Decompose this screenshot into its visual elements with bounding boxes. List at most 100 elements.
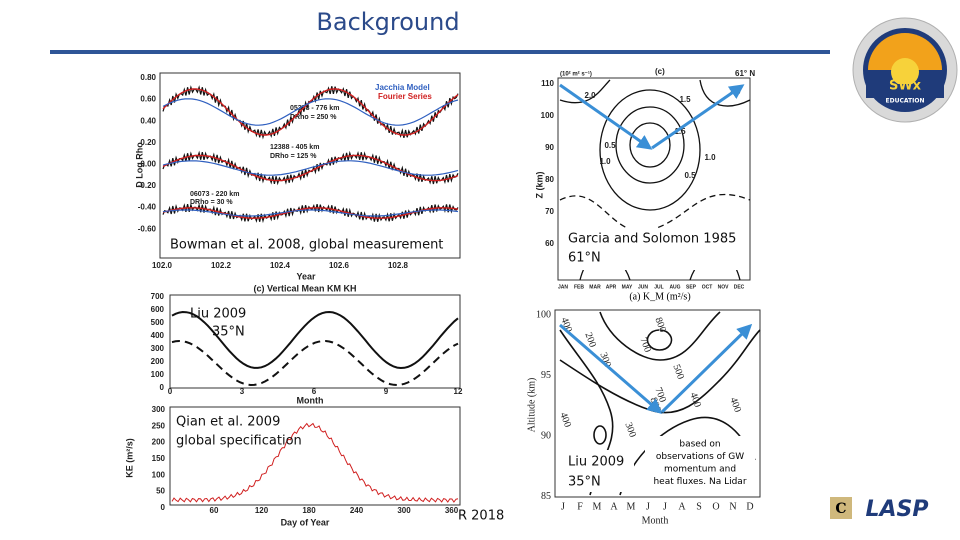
panel-label: (c) xyxy=(655,67,665,76)
x-tick-label: 12 xyxy=(454,387,463,396)
y-tick-label: 150 xyxy=(152,454,166,463)
y-tick-label: 110 xyxy=(541,79,554,88)
contour-label: 400 xyxy=(687,391,702,409)
figure-caption: Garcia and Solomon 1985 xyxy=(568,232,736,247)
svg-text:C: C xyxy=(835,501,846,517)
contour-label: 300 xyxy=(622,421,637,439)
x-tick-label: O xyxy=(712,501,719,512)
y-tick-label: 300 xyxy=(151,344,165,353)
contour-label: 1.5 xyxy=(674,127,686,136)
contour-label: 2.0 xyxy=(584,91,596,100)
y-tick-label: 80 xyxy=(545,175,554,184)
plot-frame xyxy=(169,294,461,389)
figures: 0.80 0.60 0.40 0.20 0.00 -0.20 -0.40 -0.60 102.0… xyxy=(124,67,761,527)
contour-label: 200 xyxy=(582,331,597,349)
y-tick-label: 100 xyxy=(541,111,555,120)
x-tick-label: 6 xyxy=(312,387,317,396)
y-tick-label: 200 xyxy=(151,357,165,366)
x-tick-label: F xyxy=(577,501,583,512)
figure-caption: Liu 2009 xyxy=(190,307,246,322)
y-tick-label: -0.60 xyxy=(138,224,157,233)
contour-label: 0.5 xyxy=(604,141,616,150)
model-curve xyxy=(162,160,459,176)
contour-label: 1.0 xyxy=(599,157,611,166)
y-tick-label: 600 xyxy=(151,305,165,314)
x-tick-label: AUG xyxy=(669,284,680,290)
y-tick-label: 0.00 xyxy=(140,160,156,169)
contour-label: 1.0 xyxy=(704,153,716,162)
note-backdrop xyxy=(645,436,755,488)
fourier-curve xyxy=(162,88,459,136)
plot-annotation: DRho = 250 % xyxy=(290,114,337,121)
x-tick-label: M xyxy=(593,501,602,512)
figure-caption: 35°N xyxy=(212,325,245,340)
swx-logo-text: SWx xyxy=(889,79,922,94)
figure-caption: Qian et al. 2009 xyxy=(176,415,280,430)
contour-label: 800 xyxy=(652,316,667,334)
fourier-curve xyxy=(162,207,459,219)
plot-annotation: 05368 - 776 km xyxy=(290,105,339,112)
x-axis-label: Month xyxy=(642,515,669,526)
x-tick-label: J xyxy=(561,501,565,512)
x-tick-label: A xyxy=(610,501,618,512)
x-tick-label: 180 xyxy=(302,506,316,515)
panel-corner-label: 61° N xyxy=(735,69,755,78)
plot-annotation: DRho = 30 % xyxy=(190,199,233,206)
swx-logo-subtext: EDUCATION xyxy=(886,98,925,105)
y-tick-label: 0 xyxy=(160,383,165,392)
contour-line xyxy=(559,79,751,107)
figure-caption: global specification xyxy=(176,434,302,449)
x-tick-label: 3 xyxy=(240,387,245,396)
y-tick-label: 0.60 xyxy=(140,95,156,104)
y-tick-label: 85 xyxy=(541,491,551,502)
x-tick-label: N xyxy=(729,501,736,512)
contour-line xyxy=(559,329,761,414)
ke-curve xyxy=(171,422,459,503)
x-axis-label: Month xyxy=(297,395,324,405)
figure-note: based on xyxy=(679,440,720,450)
x-tick-label: 102.8 xyxy=(388,261,409,270)
y-tick-label: 0 xyxy=(161,503,166,512)
y-tick-label: 0.80 xyxy=(140,73,156,82)
caption-backdrop xyxy=(564,450,634,492)
x-tick-label: DEC xyxy=(734,284,745,290)
legend-entry: Jacchia Model xyxy=(375,83,430,92)
y-axis-label: Z (km) xyxy=(534,171,544,198)
y-tick-label: 90 xyxy=(541,430,551,441)
x-tick-label: OCT xyxy=(702,284,713,290)
model-curve xyxy=(162,98,459,126)
x-tick-label: 360 xyxy=(445,506,459,515)
x-tick-label: 120 xyxy=(255,506,269,515)
y-tick-label: 50 xyxy=(156,487,165,496)
figure-caption: Bowman et al. 2008, global measurement xyxy=(170,238,443,253)
x-tick-label: MAR xyxy=(589,284,601,290)
y-tick-label: 200 xyxy=(152,438,166,447)
km-curve xyxy=(171,310,459,370)
y-tick-label: 95 xyxy=(541,370,551,381)
swx-logo xyxy=(852,17,958,123)
plot-annotation: 12388 - 405 km xyxy=(270,144,319,151)
contour-line xyxy=(599,311,721,361)
x-tick-label: A xyxy=(678,501,686,512)
contour-label: 500 xyxy=(670,363,685,381)
x-tick-label: MAY xyxy=(622,284,633,290)
y-tick-label: 100 xyxy=(152,470,166,479)
contour-label: 1.5 xyxy=(679,95,691,104)
pointer-arrow xyxy=(660,323,753,414)
contour-line xyxy=(615,106,685,184)
contour-label: 400 xyxy=(558,316,573,334)
x-tick-label: 0 xyxy=(168,387,173,396)
y-tick-label: 100 xyxy=(536,309,551,320)
contour-line xyxy=(646,329,673,351)
plot-annotation: 06073 - 220 km xyxy=(190,191,239,198)
x-tick-label: 60 xyxy=(210,506,219,515)
contour-label: 0.5 xyxy=(684,171,696,180)
x-tick-label: JUN xyxy=(638,284,648,290)
y-tick-label: 60 xyxy=(545,239,554,248)
y-axis-label: D Log Rho xyxy=(134,142,144,188)
x-tick-label: JUL xyxy=(654,284,663,290)
y-tick-label: 0.20 xyxy=(140,138,156,147)
caption-backdrop xyxy=(564,228,744,270)
